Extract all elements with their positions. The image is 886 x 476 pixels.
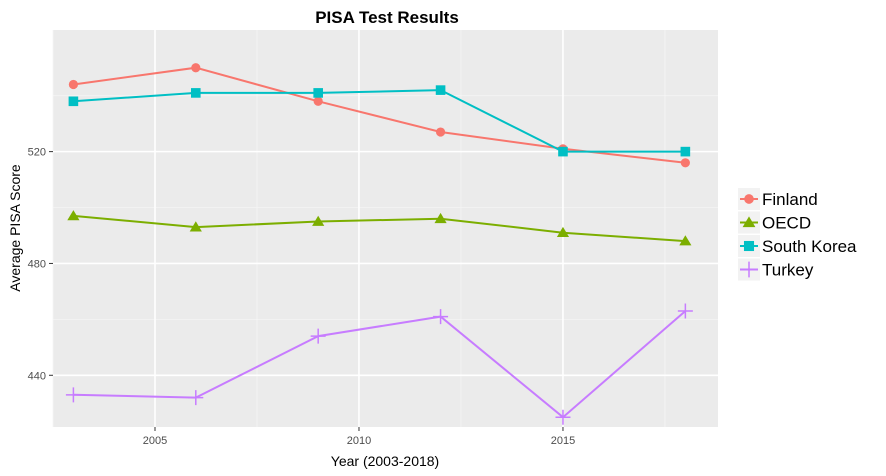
legend-item-finland: Finland: [738, 188, 818, 210]
legend-key-marker-oecd: [742, 216, 756, 228]
data-point-turkey: [310, 328, 326, 344]
y-tick-label: 480: [28, 258, 46, 270]
series-line-south-korea: [73, 89, 686, 153]
data-point-turkey: [555, 409, 571, 425]
data-point-finland: [313, 96, 323, 106]
y-axis-ticks: 440 480 520: [28, 147, 53, 382]
legend-item-oecd: OECD: [738, 211, 811, 234]
y-axis-title: Average PISA Score: [7, 164, 23, 292]
legend-item-turkey: Turkey: [738, 258, 814, 281]
legend-item-south-korea: South Korea: [738, 235, 857, 257]
legend-label-oecd: OECD: [762, 214, 811, 233]
y-tick-label: 520: [28, 147, 46, 159]
data-point-south-korea: [435, 85, 446, 95]
series-oecd: [67, 210, 692, 246]
x-tick-label: 2015: [551, 435, 575, 447]
legend-label-finland: Finland: [762, 190, 818, 209]
series-turkey: [65, 303, 693, 425]
data-point-finland: [68, 79, 78, 90]
data-point-oecd: [434, 212, 447, 224]
legend-label-south-korea: South Korea: [762, 237, 857, 256]
chart-title: PISA Test Results: [315, 8, 459, 27]
data-point-finland: [435, 127, 446, 137]
legend-key-marker-turkey: [741, 261, 757, 278]
x-tick-label: 2010: [347, 435, 371, 447]
series-south-korea: [68, 85, 691, 157]
data-point-south-korea: [558, 146, 568, 157]
x-axis-title: Year (2003-2018): [331, 453, 439, 469]
x-axis-ticks: 2005 2010 2015: [143, 427, 575, 447]
legend: Finland OECD South Korea Turkey: [738, 188, 857, 281]
data-point-oecd: [312, 215, 325, 226]
legend-key-marker-south-korea: [743, 240, 755, 252]
data-point-south-korea: [190, 88, 201, 98]
x-tick-label: 2005: [143, 435, 167, 447]
data-point-oecd: [189, 221, 202, 232]
data-point-oecd: [67, 210, 80, 221]
y-tick-label: 440: [28, 370, 46, 382]
data-point-turkey: [677, 303, 693, 319]
data-point-finland: [191, 63, 201, 73]
plot-panel: [53, 30, 718, 427]
series-group: [65, 63, 693, 425]
data-point-south-korea: [313, 88, 323, 98]
legend-key-marker-finland: [744, 194, 754, 204]
data-point-south-korea: [68, 96, 79, 107]
data-point-turkey: [188, 390, 204, 406]
data-point-finland: [680, 158, 690, 168]
data-point-oecd: [556, 226, 570, 238]
data-point-turkey: [65, 387, 81, 403]
series-line-oecd: [73, 214, 686, 243]
series-line-turkey: [73, 310, 687, 419]
data-point-turkey: [433, 309, 449, 325]
data-point-south-korea: [680, 146, 691, 157]
data-point-oecd: [679, 235, 692, 246]
legend-label-turkey: Turkey: [762, 261, 814, 280]
